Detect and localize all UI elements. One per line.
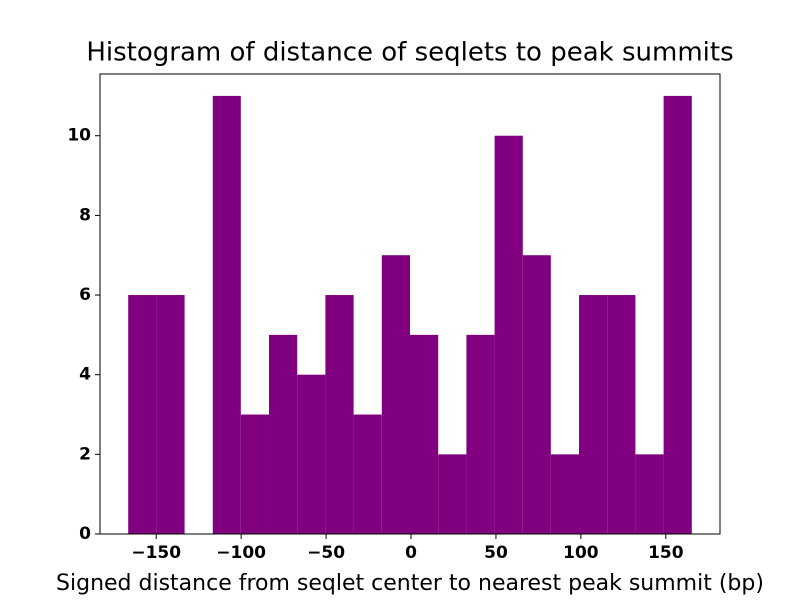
y-tick-label: 6 [79,285,91,305]
x-tick-label: 0 [405,543,417,563]
bar [438,454,467,534]
bar [353,414,382,534]
bar [212,95,241,535]
bar [297,374,326,534]
bar [635,454,664,534]
bar [522,255,551,534]
x-tick-label: 50 [484,543,508,563]
y-tick-label: 8 [79,205,91,225]
bar [381,255,410,534]
x-tick-label: 150 [648,543,684,563]
bar [325,295,354,534]
bar [156,295,185,534]
bar [494,135,523,534]
x-tick-label: −50 [307,543,345,563]
bar [466,334,495,534]
bar [607,295,636,534]
x-tick-label: −150 [131,543,181,563]
y-tick-label: 2 [79,444,91,464]
plot-frame [99,73,721,535]
y-tick-label: 10 [67,126,91,146]
bar [663,95,692,535]
bar [269,334,298,534]
x-tick-label: 100 [563,543,599,563]
bar [410,334,439,534]
bar [240,414,270,534]
y-tick-label: 0 [79,524,91,544]
y-tick-label: 4 [79,365,91,385]
bar [579,295,608,534]
bar [550,454,580,534]
x-tick-label: −100 [216,543,266,563]
bar [128,295,157,534]
chart-title: Histogram of distance of seqlets to peak… [86,38,733,68]
x-axis-label: Signed distance from seqlet center to ne… [56,571,764,596]
